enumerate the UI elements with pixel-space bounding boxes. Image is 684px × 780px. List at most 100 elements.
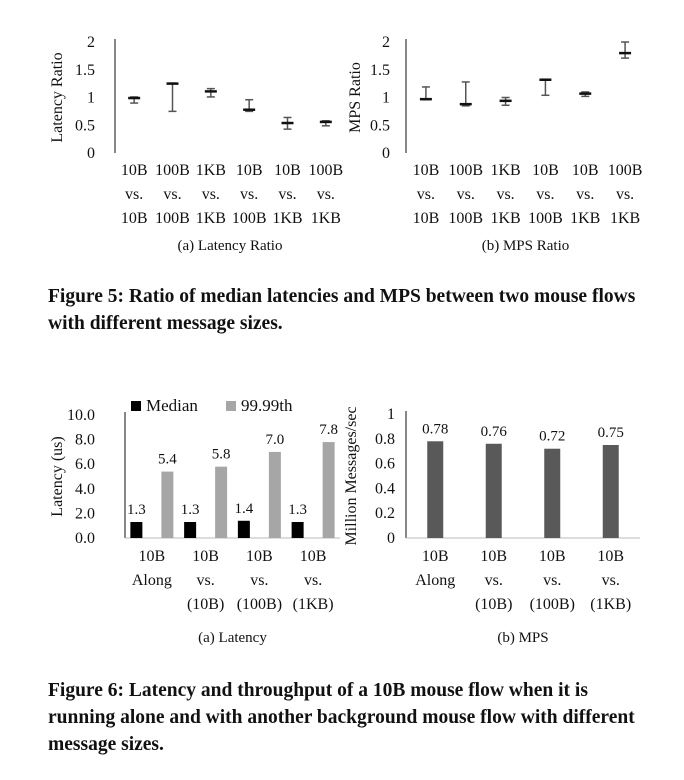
category-label: 10B <box>532 162 559 179</box>
figure-6-caption: Figure 6: Latency and throughput of a 10… <box>48 680 635 755</box>
y-tick-label: 2 <box>87 34 95 51</box>
category-label: vs. <box>202 186 220 203</box>
category-label: vs. <box>278 186 296 203</box>
y-tick-label: 0.5 <box>75 117 95 134</box>
bar <box>485 443 502 538</box>
figure-5-caption: Figure 5: Ratio of median latencies and … <box>48 286 636 334</box>
category-label: 1KB <box>311 210 341 227</box>
mps-bar-chart: 0 0.2 0.4 0.6 0.8 1 Million Messages/sec (b) MP… <box>343 406 640 646</box>
y-tick-label: 1 <box>382 90 390 107</box>
chart-subtitle: (a) Latency Ratio <box>178 238 283 254</box>
category-label: 10B <box>139 548 166 565</box>
category-label: vs. <box>576 186 594 203</box>
y-tick-label: 0 <box>382 145 390 162</box>
data-label: 7.0 <box>266 432 285 448</box>
chart-subtitle: (b) MPS <box>497 630 548 646</box>
y-axis-label: Latency Ratio <box>49 52 66 142</box>
category-label: 100B <box>448 210 483 227</box>
category-label: 1KB <box>490 210 520 227</box>
y-tick-label: 1 <box>87 90 95 107</box>
y-axis-label: Million Messages/sec <box>343 406 360 545</box>
category-label: 1KB <box>490 162 520 179</box>
category-label: Along <box>132 572 172 589</box>
category-label: 10B <box>236 162 263 179</box>
category-label: 1KB <box>610 210 640 227</box>
y-tick-label: 6.0 <box>75 456 95 473</box>
category-label: 100B <box>528 210 563 227</box>
category-label: vs. <box>163 186 181 203</box>
category-label: vs. <box>304 572 322 589</box>
category-label: 10B <box>121 210 148 227</box>
y-axis-label: MPS Ratio <box>347 62 364 133</box>
category-label: 100B <box>448 162 483 179</box>
y-tick-label: 1.5 <box>370 62 390 79</box>
category-label: (100B) <box>530 596 575 613</box>
category-label: 100B <box>608 162 643 179</box>
y-tick-label: 0.4 <box>375 480 395 497</box>
category-label: vs. <box>496 186 514 203</box>
category-label: vs. <box>457 186 475 203</box>
category-label: 100B <box>155 162 190 179</box>
category-label: vs. <box>125 186 143 203</box>
bar <box>184 522 197 538</box>
y-tick-label: 10.0 <box>67 407 95 424</box>
category-label: vs. <box>602 572 620 589</box>
data-label: 0.75 <box>598 425 624 441</box>
category-label: Along <box>415 572 455 589</box>
category-label: 100B <box>308 162 343 179</box>
legend-swatch <box>226 401 236 411</box>
bar <box>602 445 619 538</box>
category-label: (10B) <box>475 596 512 613</box>
bar <box>427 441 444 538</box>
category-label: vs. <box>543 572 561 589</box>
category-label: (1KB) <box>590 596 631 613</box>
category-label: 10B <box>597 548 624 565</box>
y-tick-label: 0.5 <box>370 117 390 134</box>
y-tick-label: 1 <box>387 406 395 423</box>
category-label: vs. <box>240 186 258 203</box>
y-tick-label: 8.0 <box>75 432 95 449</box>
latency-ratio-chart: 0 0.5 1 1.5 2 Latency Ratio (a) Latency Ratio 1… <box>49 34 343 254</box>
category-label: 100B <box>155 210 190 227</box>
data-label: 0.76 <box>481 424 508 440</box>
category-label: 10B <box>413 210 440 227</box>
category-label: 10B <box>246 548 273 565</box>
legend-label: 99.99th <box>241 396 293 415</box>
y-tick-label: 4.0 <box>75 481 95 498</box>
data-label: 0.72 <box>539 429 565 445</box>
y-tick-label: 0 <box>387 530 395 547</box>
y-tick-label: 2.0 <box>75 505 95 522</box>
category-label: 10B <box>300 548 327 565</box>
data-label: 5.8 <box>212 447 231 463</box>
category-label: vs. <box>485 572 503 589</box>
category-label: vs. <box>417 186 435 203</box>
category-label: 1KB <box>196 162 226 179</box>
y-tick-label: 0.0 <box>75 530 95 547</box>
category-label: 10B <box>192 548 219 565</box>
category-label: 1KB <box>570 210 600 227</box>
category-label: 10B <box>274 162 301 179</box>
data-label: 0.78 <box>422 421 448 437</box>
category-label: 1KB <box>196 210 226 227</box>
bar <box>130 522 143 538</box>
category-label: 10B <box>572 162 599 179</box>
data-label: 1.4 <box>235 501 254 517</box>
category-label: (1KB) <box>293 596 334 613</box>
chart-subtitle: (b) MPS Ratio <box>482 238 570 254</box>
bar <box>161 471 174 538</box>
y-tick-label: 0.2 <box>375 505 395 522</box>
category-label: vs. <box>197 572 215 589</box>
category-label: vs. <box>250 572 268 589</box>
category-label: 1KB <box>272 210 302 227</box>
legend-swatch <box>131 401 141 411</box>
category-label: 10B <box>422 548 449 565</box>
bar <box>291 522 304 538</box>
mps-ratio-chart: 0 0.5 1 1.5 2 MPS Ratio (b) MPS Ratio 10B vs. 10B… <box>347 34 643 254</box>
category-label: (10B) <box>187 596 224 613</box>
y-tick-label: 1.5 <box>75 62 95 79</box>
data-label: 7.8 <box>319 422 338 438</box>
data-label: 1.3 <box>181 502 200 518</box>
category-label: 10B <box>121 162 148 179</box>
bar <box>237 520 250 538</box>
